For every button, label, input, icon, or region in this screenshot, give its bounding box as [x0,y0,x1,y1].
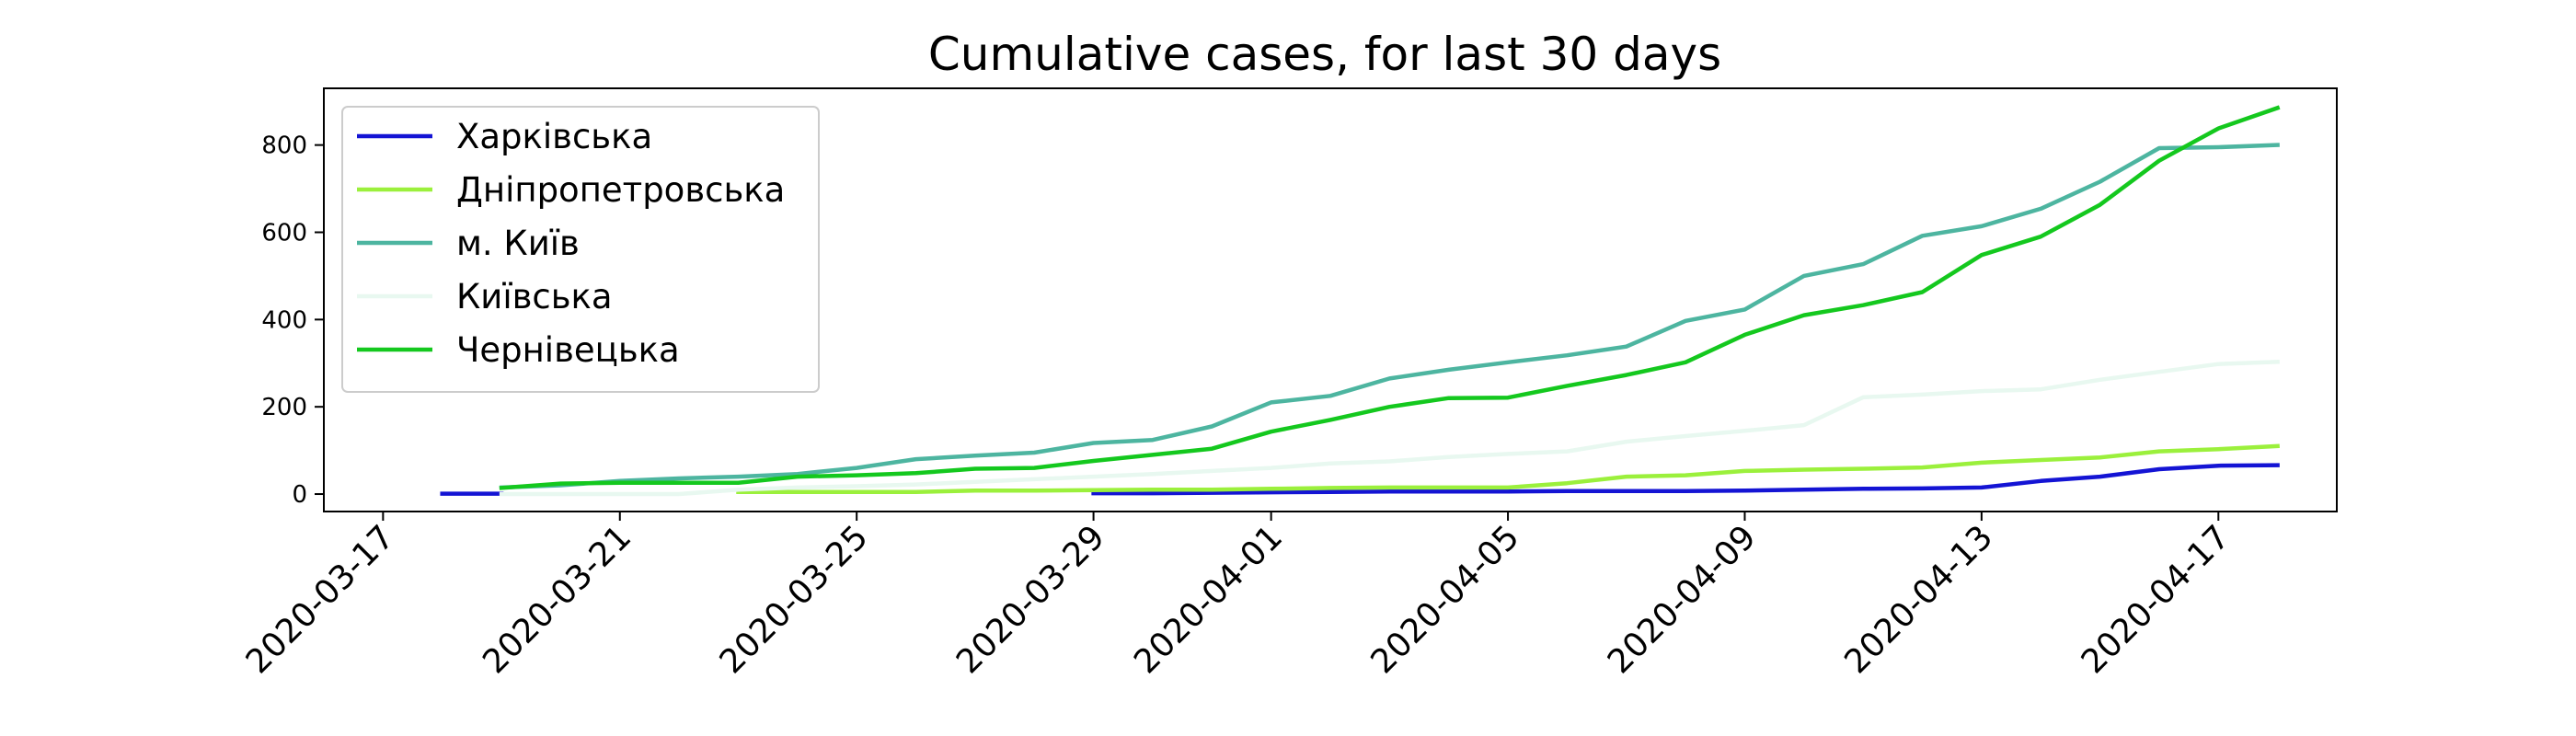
series-line-3 [499,359,2280,497]
legend-box [341,106,820,393]
chart-title: Cumulative cases, for last 30 days [928,28,1721,81]
legend-label-3: Київська [456,277,613,316]
series-line-4 [499,105,2281,490]
y-tick-label: 200 [261,394,307,421]
legend-label-1: Дніпропетровська [456,170,785,210]
legend-label-0: Харківська [456,117,652,156]
y-tick-label: 400 [261,306,307,334]
y-tick-label: 0 [292,481,307,509]
legend-label-2: м. Київ [456,224,580,263]
y-tick-label: 600 [261,219,307,247]
y-tick-label: 800 [261,132,307,160]
plot-area [440,105,2281,497]
legend-label-4: Чернівецька [456,330,680,370]
axes-frame [323,87,2338,512]
series-line-0 [440,463,2280,496]
series-line-2 [499,143,2280,490]
legend: Харківська Дніпропетровська м. Київ Київськ… [341,106,820,393]
series-line-1 [736,443,2280,494]
